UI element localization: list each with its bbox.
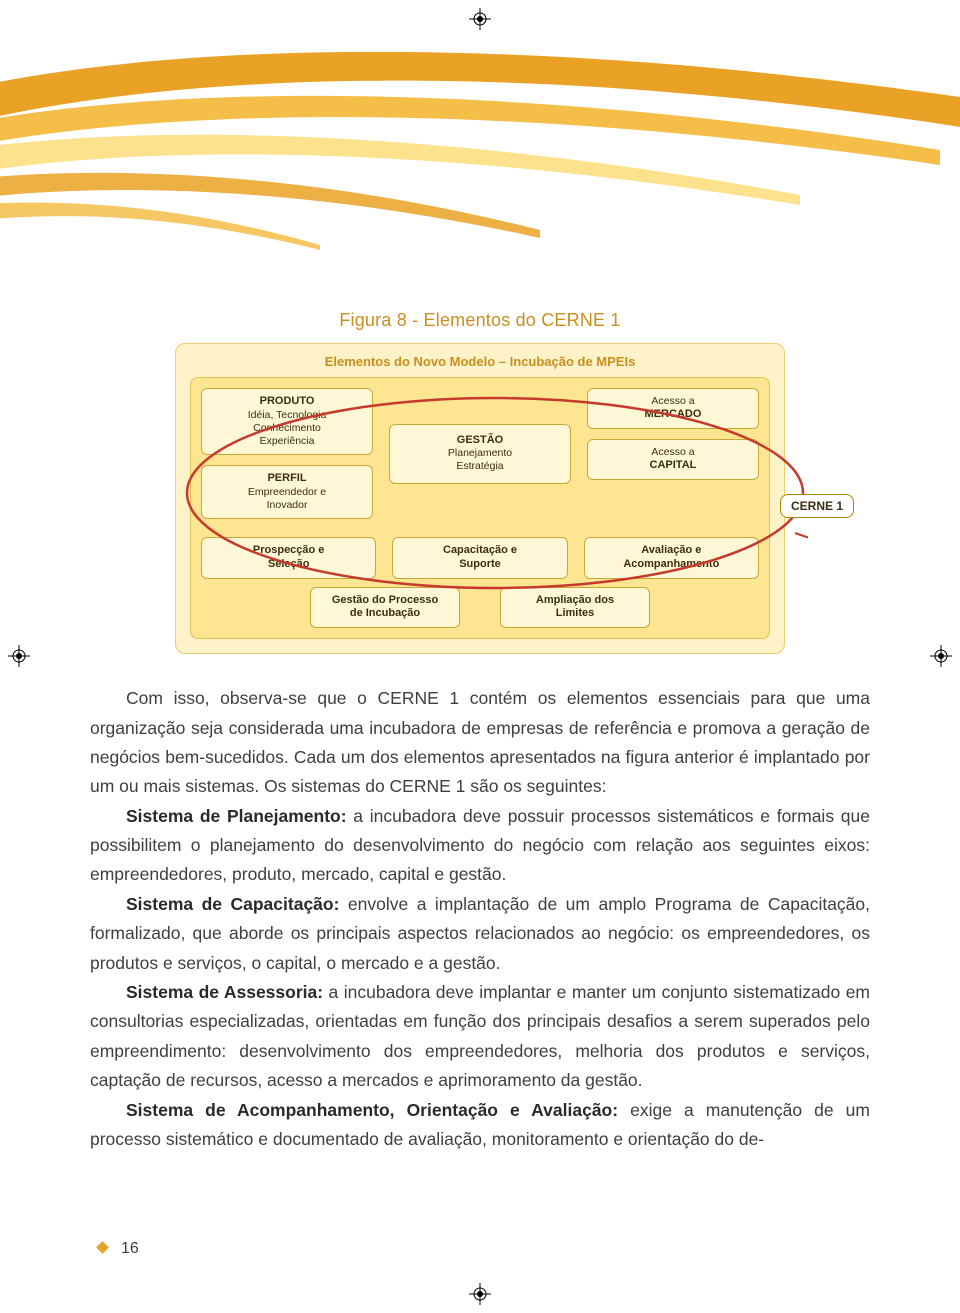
paragraph: Sistema de Acompanhamento, Orientação e …: [90, 1096, 870, 1155]
cerne-diagram: Elementos do Novo Modelo – Incubação de …: [175, 343, 785, 654]
paragraph: Sistema de Capacitação: envolve a implan…: [90, 890, 870, 978]
box-line: Gestão do Processo: [319, 594, 451, 608]
box-capital: Acesso a CAPITAL: [587, 439, 759, 480]
registration-mark-icon: [8, 645, 30, 667]
box-capacitacao: Capacitação e Suporte: [392, 537, 567, 579]
box-line: Acompanhamento: [593, 558, 750, 572]
box-line: Prospecção e: [210, 544, 367, 558]
box-sub: Experiência: [210, 435, 364, 448]
box-title: GESTÃO: [398, 434, 562, 448]
box-prospeccao: Prospecção e Seleção: [201, 537, 376, 579]
box-sub: Conhecimento: [210, 422, 364, 435]
box-title: CAPITAL: [596, 459, 750, 473]
registration-mark-icon: [469, 1283, 491, 1305]
para-lead: Sistema de Capacitação:: [126, 894, 339, 914]
box-sub: Acesso a: [596, 446, 750, 459]
header-swoosh-decoration: [0, 30, 960, 280]
box-line: Avaliação e: [593, 544, 750, 558]
box-title: PERFIL: [210, 472, 364, 486]
box-perfil: PERFIL Empreendedor e Inovador: [201, 465, 373, 519]
page-number-value: 16: [121, 1240, 139, 1257]
box-sub: Acesso a: [596, 395, 750, 408]
figure-title: Figura 8 - Elementos do CERNE 1: [90, 310, 870, 331]
box-sub: Idéia, Tecnologia: [210, 409, 364, 422]
box-line: Seleção: [210, 558, 367, 572]
diagram-header: Elementos do Novo Modelo – Incubação de …: [190, 354, 770, 369]
box-line: Capacitação e: [401, 544, 558, 558]
box-ampliacao: Ampliação dos Limites: [500, 587, 650, 629]
para-lead: Sistema de Assessoria:: [126, 982, 323, 1002]
registration-mark-icon: [930, 645, 952, 667]
page-diamond-icon: [96, 1241, 109, 1254]
box-gestao: GESTÃO Planejamento Estratégia: [389, 424, 571, 484]
body-text: Com isso, observa-se que o CERNE 1 conté…: [90, 684, 870, 1154]
page-number: 16: [98, 1240, 139, 1258]
para-lead: Sistema de Acompanhamento, Orientação e …: [126, 1100, 618, 1120]
box-line: de Incubação: [319, 607, 451, 621]
box-line: Suporte: [401, 558, 558, 572]
box-title: MERCADO: [596, 408, 750, 422]
box-line: Ampliação dos: [509, 594, 641, 608]
box-sub: Inovador: [210, 499, 364, 512]
box-sub: Planejamento: [398, 447, 562, 460]
box-sub: Empreendedor e: [210, 486, 364, 499]
paragraph: Sistema de Planejamento: a incubadora de…: [90, 802, 870, 890]
box-produto: PRODUTO Idéia, Tecnologia Conhecimento E…: [201, 388, 373, 455]
box-sub: Estratégia: [398, 460, 562, 473]
paragraph: Com isso, observa-se que o CERNE 1 conté…: [90, 684, 870, 802]
registration-mark-icon: [469, 8, 491, 30]
paragraph: Sistema de Assessoria: a incubadora deve…: [90, 978, 870, 1096]
box-mercado: Acesso a MERCADO: [587, 388, 759, 429]
box-line: Limites: [509, 607, 641, 621]
box-avaliacao: Avaliação e Acompanhamento: [584, 537, 759, 579]
cerne-callout-label: CERNE 1: [780, 494, 854, 518]
page-content: Figura 8 - Elementos do CERNE 1 Elemento…: [90, 310, 870, 1154]
para-lead: Sistema de Planejamento:: [126, 806, 347, 826]
box-gestao-processo: Gestão do Processo de Incubação: [310, 587, 460, 629]
box-title: PRODUTO: [210, 395, 364, 409]
diagram-inner-group: PRODUTO Idéia, Tecnologia Conhecimento E…: [190, 377, 770, 639]
